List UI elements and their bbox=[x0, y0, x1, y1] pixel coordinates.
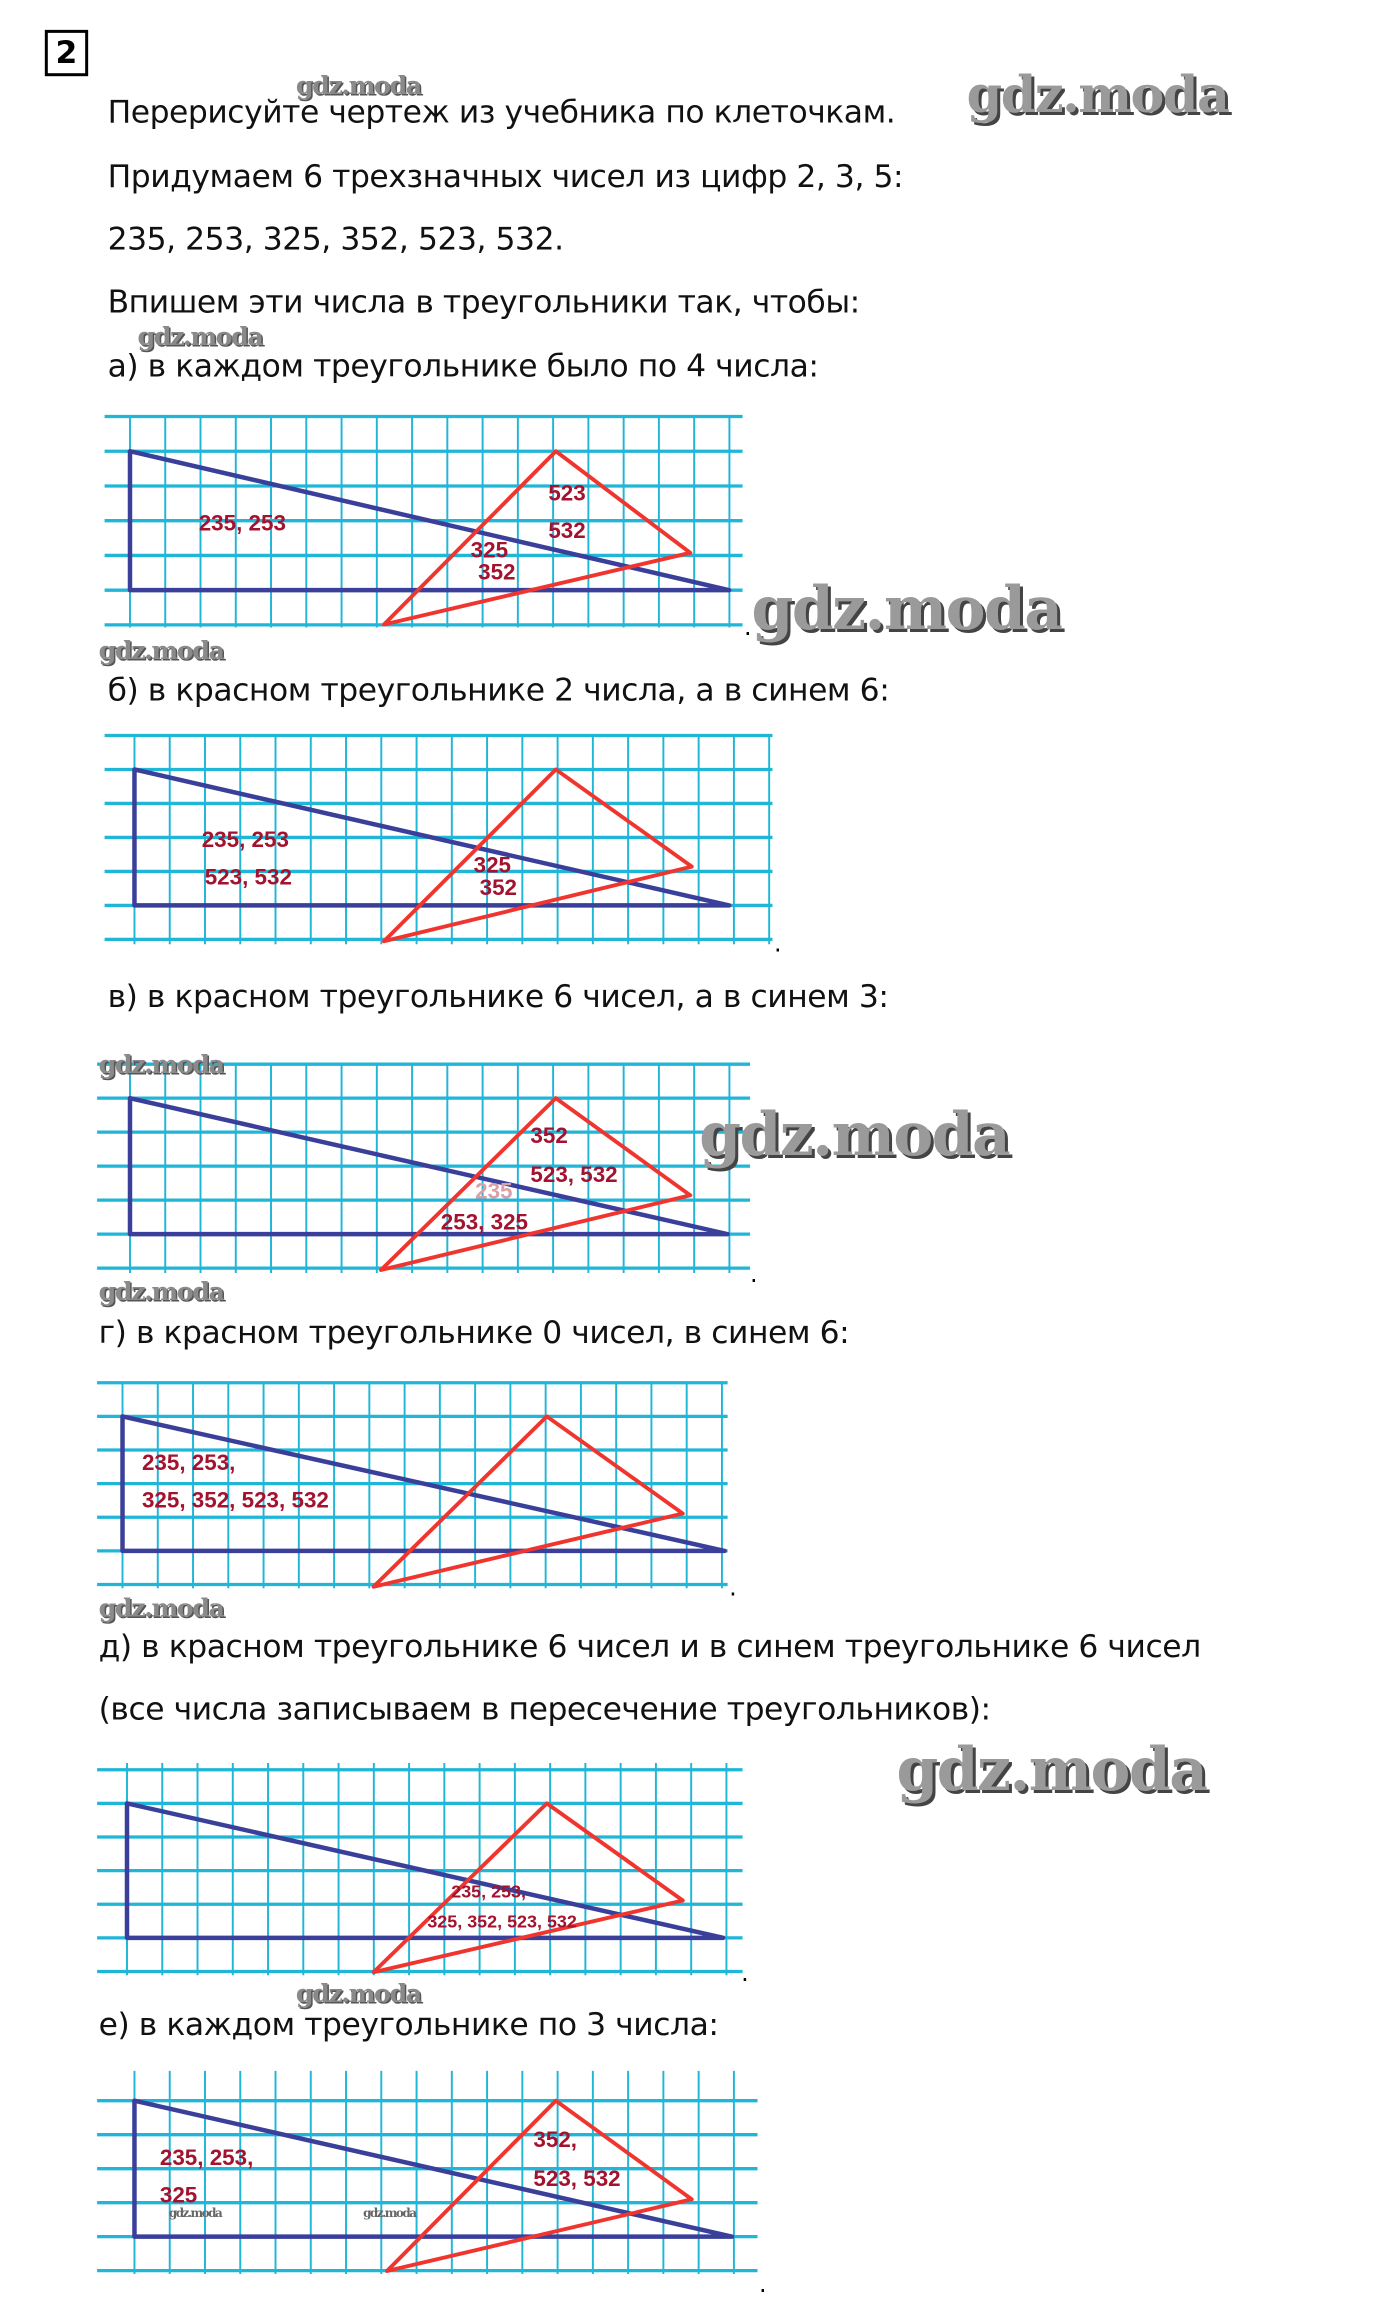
red-triangle bbox=[371, 1414, 685, 1589]
diagram-label: 523, 532 bbox=[533, 2166, 621, 2192]
blue-triangle bbox=[132, 767, 732, 908]
watermark: gdz.moda bbox=[98, 1050, 225, 1081]
part-a-heading: а) в каждом треугольнике было по 4 числа… bbox=[107, 348, 819, 384]
diagram-label: 325 bbox=[473, 853, 512, 879]
diagram-label: 325, 352, 523, 532 bbox=[427, 1910, 577, 1932]
blue-triangle bbox=[127, 1095, 730, 1237]
diagram-label: 523, 532 bbox=[530, 1162, 618, 1188]
diagram-label: 235, 253 bbox=[201, 827, 289, 854]
watermark: gdz.moda bbox=[137, 322, 263, 353]
diagram-label: 352 bbox=[479, 875, 518, 901]
red-triangle bbox=[382, 767, 694, 944]
diagram-label: 352, bbox=[533, 2127, 578, 2153]
watermark: gdz.moda bbox=[699, 1099, 1010, 1170]
text-line: 235, 253, 325, 352, 523, 532. bbox=[107, 221, 564, 257]
blue-triangle bbox=[124, 1801, 726, 1941]
part-g-heading: г) в красном треугольнике 0 чисел, в син… bbox=[98, 1314, 850, 1351]
watermark: gdz.moda bbox=[98, 636, 225, 667]
diagram-label: 253, 325 bbox=[440, 1210, 529, 1236]
blue-triangle bbox=[120, 1414, 727, 1554]
watermark: gdz.moda bbox=[896, 1734, 1207, 1805]
diagram-label: 325, 352, 523, 532 bbox=[141, 1488, 329, 1514]
watermark: gdz.moda bbox=[295, 1979, 422, 2010]
diagram-label: 325 bbox=[470, 537, 509, 564]
period: . bbox=[729, 1573, 737, 1602]
part-d-heading: д) в красном треугольнике 6 чисел и в си… bbox=[98, 1628, 1202, 1665]
period: . bbox=[744, 612, 752, 641]
diagram-label: 532 bbox=[548, 518, 586, 544]
diagram-label: 523 bbox=[548, 481, 586, 507]
watermark: gdz.moda bbox=[966, 65, 1230, 126]
text-line: Впишем эти числа в треугольники так, что… bbox=[107, 283, 861, 320]
task-number: 2 bbox=[44, 29, 89, 77]
watermark: gdz.moda bbox=[98, 1277, 225, 1308]
watermark: gdz.moda bbox=[751, 573, 1063, 644]
period: . bbox=[759, 2269, 767, 2298]
period: . bbox=[750, 1259, 758, 1288]
diagram-label: 235 bbox=[475, 1178, 513, 1205]
watermark: gdz.moda bbox=[295, 71, 422, 102]
period: . bbox=[773, 929, 782, 958]
diagram-label: 325 bbox=[159, 2182, 198, 2209]
part-v-heading: в) в красном треугольнике 6 чисел, а в с… bbox=[107, 978, 889, 1015]
part-d-heading-2: (все числа записываем в пересечение треу… bbox=[98, 1691, 992, 1728]
text-line: Придумаем 6 трехзначных чисел из цифр 2,… bbox=[107, 158, 904, 195]
part-b-heading: б) в красном треугольнике 2 числа, а в с… bbox=[107, 672, 890, 709]
watermark: gdz.moda bbox=[363, 2205, 417, 2221]
part-e-heading: е) в каждом треугольнике по 3 числа: bbox=[98, 2006, 719, 2043]
watermark: gdz.moda bbox=[98, 1594, 225, 1625]
text-line: Перерисуйте чертеж из учебника по клеточ… bbox=[107, 94, 896, 130]
diagram-label: 523, 532 bbox=[204, 865, 292, 891]
blue-triangle bbox=[132, 2098, 735, 2239]
red-triangle bbox=[379, 1096, 693, 1272]
diagram-label: 235, 253 bbox=[198, 510, 286, 537]
diagram-label: 235, 253, bbox=[159, 2145, 254, 2171]
diagram-label: 352 bbox=[530, 1123, 568, 1149]
period: . bbox=[741, 1958, 749, 1988]
blue-triangle bbox=[127, 448, 732, 593]
red-triangle bbox=[385, 2098, 694, 2273]
diagram-label: 352 bbox=[478, 560, 516, 586]
red-triangle bbox=[382, 449, 693, 627]
diagram-label: 235, 253, bbox=[451, 1881, 526, 1902]
watermark: gdz.moda bbox=[168, 2205, 223, 2221]
diagram-label: 235, 253, bbox=[141, 1450, 236, 1477]
red-triangle bbox=[371, 1801, 685, 1975]
